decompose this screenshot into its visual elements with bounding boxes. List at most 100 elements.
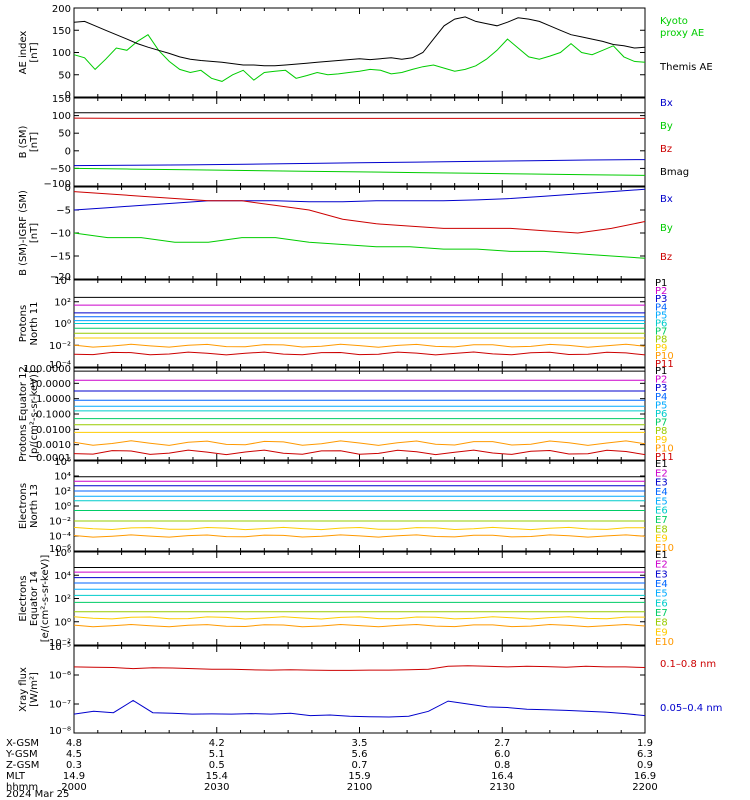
footer-value: 2.7	[494, 738, 510, 749]
y-tick-label: −100	[44, 179, 71, 190]
footer-row-label: hhmm	[6, 782, 38, 793]
electrons-equator-channel-E10	[73, 623, 646, 628]
legend-b-by: By	[660, 121, 673, 132]
y-tick-label: −15	[50, 252, 71, 263]
legend-db-bx: Bx	[660, 194, 673, 205]
legend-protons-equator-P5: P5	[655, 400, 667, 411]
electrons-equator-channel-E9	[73, 616, 645, 620]
legend-themis-ae: Themis AE	[659, 62, 713, 73]
series-kyoto-proxy-ae	[73, 34, 646, 82]
y-axis-label: Protons Equator 12	[18, 366, 29, 462]
y-tick-label: 150	[52, 94, 71, 105]
y-tick-label: 10⁻⁶	[49, 671, 71, 682]
legend-electrons-equator-E2: E2	[655, 560, 668, 571]
legend-protons-equator-P10: P10	[655, 443, 674, 454]
y-tick-label: 10⁴	[54, 276, 71, 287]
y-axis-label: North 13	[29, 484, 40, 528]
y-tick-label: 10⁻⁸	[49, 726, 71, 737]
legend-b-bz: Bz	[660, 144, 672, 155]
legend-protons-equator-P3: P3	[655, 383, 667, 394]
y-tick-label: 100	[52, 111, 71, 122]
footer-value: 4.2	[209, 738, 225, 749]
y-tick-label: 10⁻⁵	[49, 642, 71, 653]
footer-value: 2000	[61, 782, 86, 793]
protons-north-channel-P11	[73, 351, 646, 356]
y-axis-label: Equator 14	[29, 571, 40, 626]
y-tick-label: 10.0000	[30, 379, 71, 390]
y-tick-label: 50	[58, 70, 71, 81]
footer-row-label: MLT	[6, 771, 26, 782]
y-tick-label: −20	[50, 272, 71, 283]
electrons-north-channel-E10	[73, 534, 646, 538]
footer-value: 6.0	[494, 749, 510, 760]
series-db-bz	[73, 191, 646, 234]
footer-value: 2130	[490, 782, 515, 793]
legend-db-bz: Bz	[660, 252, 672, 263]
panel-frame-8	[73, 645, 646, 734]
y-axis-label: [W/m²]	[29, 672, 40, 707]
legend-protons-equator-P4: P4	[655, 392, 667, 403]
legend-electrons-equator-E3: E3	[655, 569, 668, 580]
y-axis-label: [p/(cm²-s-sr-keV)]	[29, 370, 40, 458]
legend-electrons-north-E5: E5	[655, 496, 668, 507]
footer-value: 0.7	[352, 760, 368, 771]
y-axis-label: [nT]	[29, 132, 40, 152]
legend-xray-short: 0.05–0.4 nm	[660, 703, 722, 714]
y-tick-label: −50	[50, 164, 71, 175]
series-b-by	[73, 167, 646, 176]
footer-value: 0.9	[637, 760, 653, 771]
y-axis-label: Electrons	[18, 483, 29, 529]
footer-value: 0.5	[209, 760, 225, 771]
y-axis-label: [nT]	[29, 223, 40, 243]
y-tick-label: 10⁰	[54, 319, 71, 330]
y-axis-label: [nT]	[29, 42, 40, 62]
y-tick-label: 10⁻⁴	[49, 532, 71, 543]
y-axis-label: AE index	[18, 31, 29, 75]
footer-row-label: Y-GSM	[5, 749, 38, 760]
legend-b-bx: Bx	[660, 98, 673, 109]
legend-protons-north-P9: P9	[655, 343, 667, 354]
y-tick-label: 0.0001	[36, 453, 71, 464]
series-db-by	[73, 232, 646, 259]
panel-frame-5	[73, 367, 646, 461]
y-tick-label: −5	[56, 206, 71, 217]
legend-electrons-north-E1: E1	[655, 459, 668, 470]
footer-value: 5.6	[352, 749, 368, 760]
y-tick-label: 200	[52, 4, 71, 15]
y-axis-label: Xray flux	[18, 667, 29, 712]
footer-value: 2100	[347, 782, 372, 793]
y-tick-label: 10⁻²	[49, 638, 71, 649]
panel-frame-2	[73, 97, 646, 187]
y-tick-label: 100	[52, 48, 71, 59]
legend-protons-north-P11: P11	[655, 359, 674, 370]
legend-electrons-equator-E8: E8	[655, 618, 668, 629]
y-tick-label: 150	[52, 26, 71, 37]
series-b-bx	[73, 159, 646, 167]
footer-value: 0.3	[66, 760, 82, 771]
y-tick-label: 0	[65, 146, 71, 157]
legend-electrons-north-E2: E2	[655, 468, 668, 479]
y-tick-label: 0.1000	[36, 410, 71, 421]
series-themis-ae	[73, 16, 646, 67]
y-axis-label: Protons	[18, 305, 29, 342]
y-tick-label: 10⁻⁷	[49, 700, 71, 711]
legend-electrons-north-E10: E10	[655, 543, 674, 554]
legend-proxy-ae: proxy AE	[660, 28, 704, 39]
legend-protons-equator-P8: P8	[655, 426, 667, 437]
legend-kyoto: Kyoto	[660, 16, 688, 27]
legend-electrons-equator-E5: E5	[655, 589, 668, 600]
y-axis-label: B (SM)-IGRF (SM)	[18, 190, 29, 276]
panel-frame-6	[73, 460, 646, 552]
y-tick-label: −10	[50, 229, 71, 240]
legend-protons-equator-P7: P7	[655, 418, 667, 429]
footer-value: 16.9	[634, 771, 656, 782]
footer-value: 4.8	[66, 738, 82, 749]
y-tick-label: 0	[65, 183, 71, 194]
electrons-north-channel-E9	[73, 526, 646, 531]
legend-electrons-equator-E4: E4	[655, 579, 668, 590]
y-tick-label: 0	[65, 90, 71, 101]
footer-value: 2030	[204, 782, 229, 793]
legend-protons-north-P4: P4	[655, 302, 667, 313]
legend-protons-north-P3: P3	[655, 294, 667, 305]
